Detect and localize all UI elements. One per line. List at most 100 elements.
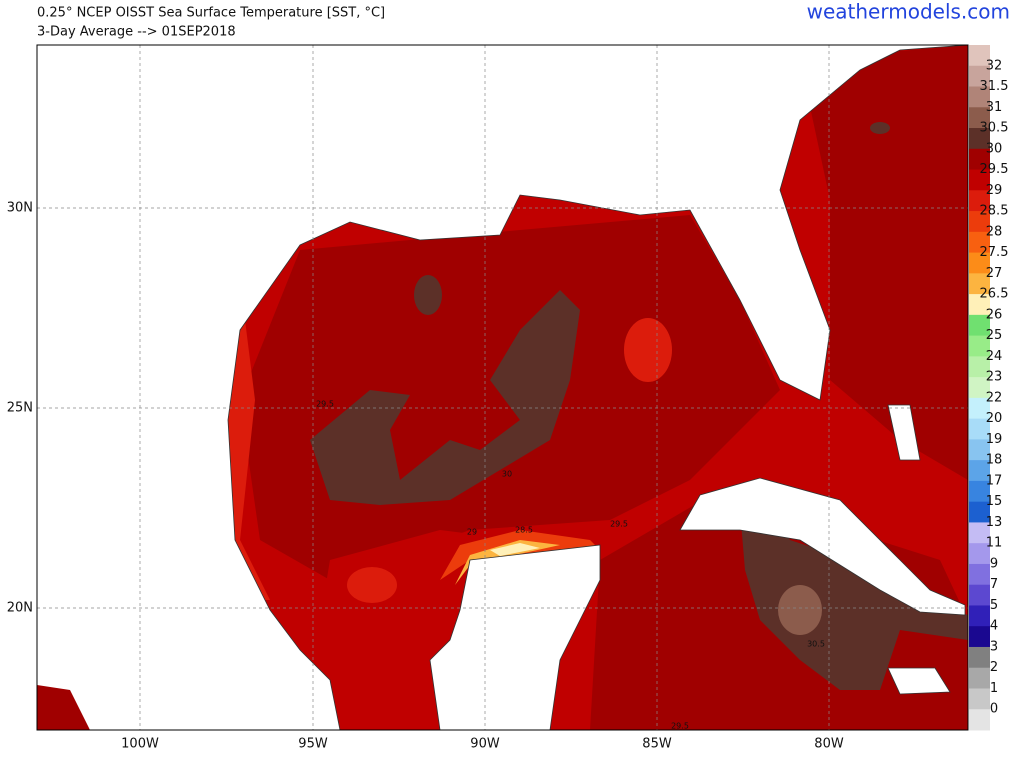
sea-hottest: [778, 585, 822, 635]
colorbar-swatch: [969, 584, 990, 606]
colorbar-swatch: [969, 460, 990, 482]
cuba: [679, 477, 966, 616]
colorbar-label: 4: [990, 619, 998, 634]
colorbar-label: 25: [986, 328, 1003, 343]
colorbar-swatch: [969, 252, 990, 274]
colorbar-swatch: [969, 563, 990, 586]
colorbar-label: 28: [986, 224, 1003, 239]
colorbar-label: 3: [990, 639, 998, 654]
lon-label: 100W: [121, 737, 159, 752]
colorbar-swatch: [969, 107, 990, 129]
colorbar-swatch: [969, 709, 990, 731]
colorbar-label: 32: [986, 58, 1003, 73]
sea-cool: [225, 320, 270, 600]
contour-label: 29.5: [610, 520, 628, 529]
colorbar-swatch: [969, 522, 990, 544]
sea-hot: [740, 505, 968, 690]
colorbar-label: 30: [986, 141, 1003, 156]
colorbar-swatch: [969, 646, 990, 669]
contour-label: 29: [467, 528, 477, 537]
colorbar-swatch: [969, 190, 990, 212]
colorbar-swatch: [969, 86, 990, 108]
jamaica: [887, 667, 951, 695]
colorbar-label: 29.5: [980, 162, 1009, 177]
colorbar-swatch: [969, 314, 990, 337]
lon-label: 80W: [814, 737, 844, 752]
colorbar-swatch: [969, 231, 990, 254]
map-frame: [36, 44, 969, 731]
subtitle: 3-Day Average --> 01SEP2018: [37, 25, 236, 40]
colorbar-label: 20: [986, 411, 1003, 426]
lon-label: 85W: [642, 737, 672, 752]
lat-label: 25N: [7, 401, 33, 416]
contour-label: 30: [502, 470, 512, 479]
sea-hot: [310, 290, 580, 505]
colorbar-swatch: [969, 45, 990, 67]
colorbar-swatch: [969, 65, 990, 88]
sea-hot: [414, 275, 442, 315]
colorbar-label: 22: [986, 390, 1003, 405]
colorbar-swatch: [969, 688, 990, 710]
colorbar-swatch: [969, 439, 990, 461]
sea-warm: [800, 45, 968, 480]
colorbar-label: 27: [986, 266, 1003, 281]
sea-cool: [347, 567, 397, 603]
contour-label: 28.5: [515, 526, 533, 535]
colorbar-swatch: [969, 667, 990, 689]
yucatan: [429, 544, 601, 730]
colorbar-label: 26.5: [980, 287, 1009, 302]
lat-label: 30N: [7, 201, 33, 216]
colorbar-label: 29: [986, 183, 1003, 198]
graticule: [37, 45, 968, 730]
colorbar-swatch: [969, 397, 990, 420]
colorbar-label: 9: [990, 556, 998, 571]
colorbar-swatch: [969, 211, 990, 233]
colorbar-swatch: [969, 169, 990, 191]
colorbar-label: 13: [986, 515, 1003, 530]
colorbar-label: 26: [986, 307, 1003, 322]
sea-hot: [870, 122, 890, 134]
colorbar-label: 7: [990, 577, 998, 592]
colorbar-label: 2: [990, 660, 998, 675]
colorbar-swatch: [969, 501, 990, 523]
contour-label: 29.5: [316, 400, 334, 409]
colorbar-swatch: [969, 377, 990, 399]
land-north: [37, 45, 968, 730]
colorbar-label: 24: [986, 349, 1003, 364]
title: 0.25° NCEP OISST Sea Surface Temperature…: [37, 6, 385, 21]
lat-label: 20N: [7, 601, 33, 616]
colorbar-label: 1: [990, 681, 998, 696]
bahamas: [887, 404, 921, 461]
sea-mildest: [490, 543, 540, 556]
colorbar-swatch: [969, 128, 990, 150]
map: [37, 45, 968, 730]
colorbar-label: 18: [986, 453, 1003, 468]
colorbar-label: 31.5: [980, 79, 1009, 94]
colorbar-label: 5: [990, 598, 998, 613]
colorbar-swatch: [969, 480, 990, 503]
colorbar-swatch: [969, 626, 990, 648]
colorbar-label: 17: [986, 473, 1003, 488]
colorbar-swatch: [969, 605, 990, 627]
colorbar-swatch: [969, 273, 990, 295]
colorbar-swatch: [969, 543, 990, 565]
site: weathermodels.com: [807, 0, 1010, 24]
colorbar-swatch: [969, 294, 990, 316]
colorbar-swatch: [969, 335, 990, 357]
colorbar-swatch: [969, 356, 990, 378]
colorbar-label: 15: [986, 494, 1003, 509]
colorbar-swatch: [969, 148, 990, 171]
lon-label: 90W: [470, 737, 500, 752]
colorbar-swatch: [969, 418, 990, 440]
colorbar-label: 19: [986, 432, 1003, 447]
contour-label: 29.5: [671, 722, 689, 731]
sea-cool: [624, 318, 672, 382]
colorbar-label: 11: [986, 536, 1003, 551]
colorbar-label: 30.5: [980, 121, 1009, 136]
contour-label: 30.5: [807, 640, 825, 649]
sea-pacific: [37, 685, 90, 730]
colorbar-label: 27.5: [980, 245, 1009, 260]
colorbar-label: 28.5: [980, 204, 1009, 219]
